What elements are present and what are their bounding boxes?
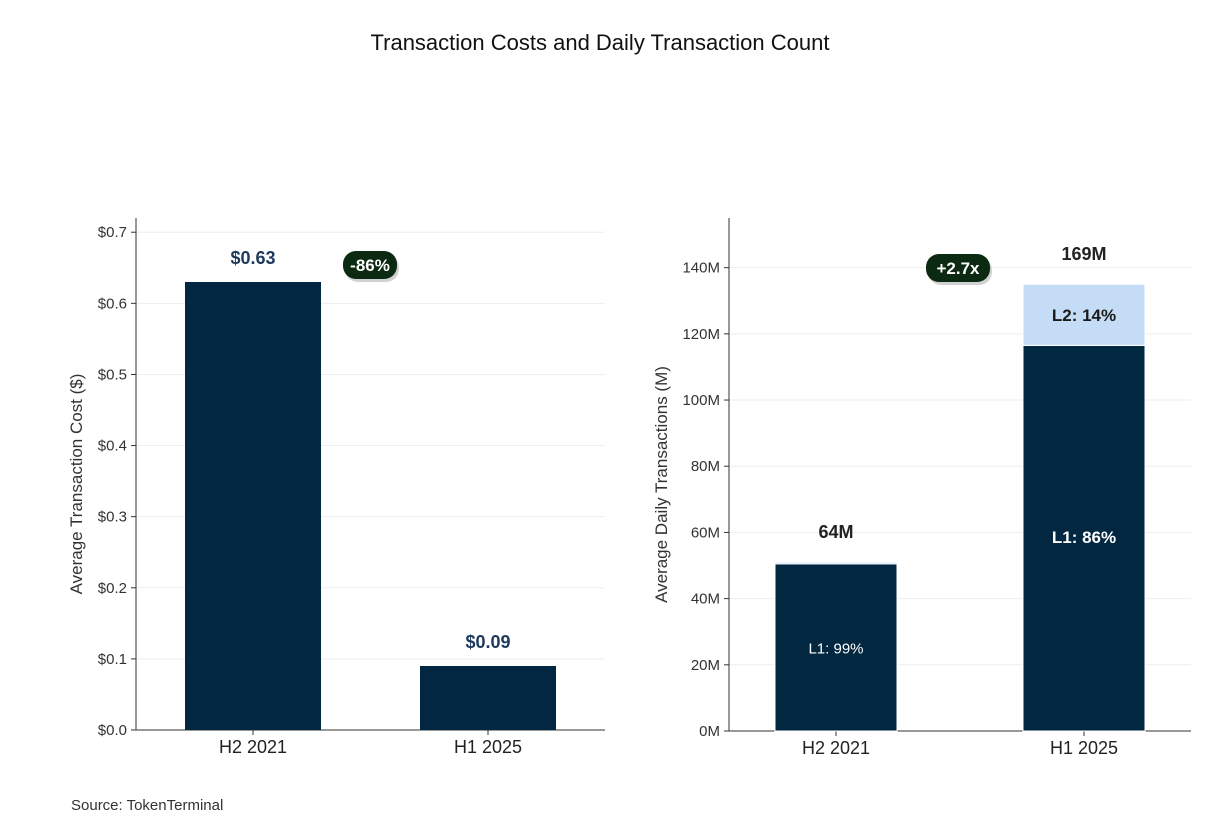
x-tick-label: H2 2021 xyxy=(802,738,870,758)
segment-label: L2: 14% xyxy=(1052,306,1116,325)
segment-l2-h1-2025 xyxy=(1022,283,1146,346)
y-tick-label: $0.0 xyxy=(98,722,127,739)
x-tick-label: H1 2025 xyxy=(1050,738,1118,758)
y-tick-label: 20M xyxy=(691,657,720,674)
y-tick-label: $0.6 xyxy=(98,295,127,312)
y-tick-label: 0M xyxy=(699,723,720,740)
segment-l2-h2-2021 xyxy=(774,561,898,565)
y-tick-label: 60M xyxy=(691,524,720,541)
badge-label: -86% xyxy=(350,256,390,275)
y-axis-title: Average Transaction Cost ($) xyxy=(67,374,86,595)
x-tick-label: H2 2021 xyxy=(219,737,287,757)
badge-background xyxy=(926,254,990,282)
segment-l1-h1-2025 xyxy=(1022,344,1146,732)
y-tick-label: $0.7 xyxy=(98,224,127,241)
segment-label: L1: 99% xyxy=(808,640,863,657)
cost-bar-h2-2021 xyxy=(185,282,321,730)
badge-background xyxy=(343,251,397,279)
y-tick-label: 140M xyxy=(682,260,720,277)
y-tick-label: $0.2 xyxy=(98,580,127,597)
segment-label: L1: 86% xyxy=(1052,528,1116,547)
segment-l1-h2-2021 xyxy=(774,563,898,732)
transactions-chart: 0M 20M 40M 60M 80M 100M 120M 140M Average Daily … xyxy=(652,218,1191,758)
y-tick-label: $0.4 xyxy=(98,438,127,455)
growth-badge: +2.7x xyxy=(926,254,992,285)
y-tick-label: 40M xyxy=(691,591,720,608)
change-badge: -86% xyxy=(343,251,399,282)
badge-label: +2.7x xyxy=(936,259,980,278)
page-title: Transaction Costs and Daily Transaction … xyxy=(370,30,830,55)
y-tick-label: $0.3 xyxy=(98,509,127,526)
x-tick-label: H1 2025 xyxy=(454,737,522,757)
cost-chart: $0.0 $0.1 $0.2 $0.3 $0.4 $0.5 $0.6 $0.7 Average … xyxy=(67,218,605,757)
y-tick-label: $0.5 xyxy=(98,366,127,383)
y-tick-label: 100M xyxy=(682,392,720,409)
cost-value-label: $0.09 xyxy=(465,632,510,652)
y-axis-title: Average Daily Transactions (M) xyxy=(652,366,671,603)
y-tick-label: 80M xyxy=(691,458,720,475)
source-note: Source: TokenTerminal xyxy=(71,797,224,814)
total-value-label: 64M xyxy=(818,522,853,542)
cost-value-label: $0.63 xyxy=(230,248,275,268)
total-value-label: 169M xyxy=(1061,244,1106,264)
y-tick-label: $0.1 xyxy=(98,651,127,668)
cost-bar-h1-2025 xyxy=(420,666,556,730)
y-tick-label: 120M xyxy=(682,326,720,343)
